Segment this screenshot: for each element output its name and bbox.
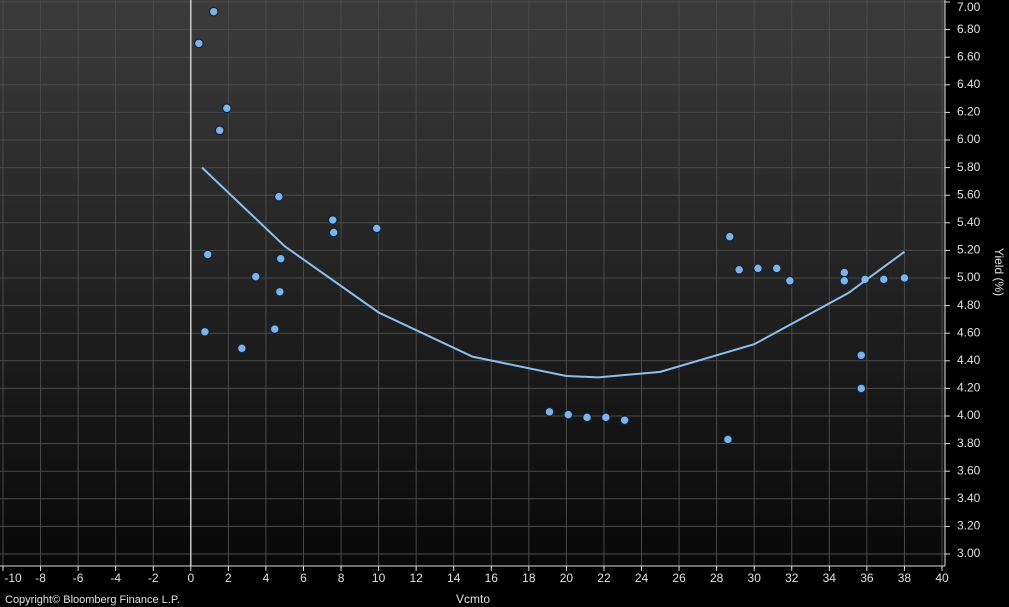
x-tick-label: 38 bbox=[898, 571, 912, 585]
point bbox=[274, 286, 285, 297]
fit-line bbox=[201, 166, 906, 379]
x-tick-label: 10 bbox=[372, 571, 386, 585]
point bbox=[784, 275, 795, 286]
point bbox=[724, 231, 735, 242]
y-tick-label: 5.80 bbox=[957, 160, 981, 174]
x-tick-label: 26 bbox=[672, 571, 686, 585]
x-axis-title: Vcmto bbox=[456, 592, 490, 606]
y-tick-label: 4.40 bbox=[957, 353, 981, 367]
point bbox=[275, 253, 286, 264]
point bbox=[771, 263, 782, 274]
x-tick-label: 28 bbox=[710, 571, 724, 585]
y-tick-label: 3.00 bbox=[957, 546, 981, 560]
point bbox=[734, 264, 745, 275]
x-tick-label: -10 bbox=[4, 571, 22, 585]
point bbox=[202, 249, 213, 260]
point bbox=[269, 324, 280, 334]
x-tick-label: -8 bbox=[35, 571, 46, 585]
point bbox=[839, 275, 850, 286]
point bbox=[600, 412, 611, 423]
x-tick-label: 12 bbox=[409, 571, 423, 585]
point bbox=[582, 412, 592, 423]
point bbox=[208, 6, 219, 17]
point bbox=[199, 326, 210, 337]
x-tick-label: -2 bbox=[148, 571, 159, 585]
x-tick-label: 6 bbox=[300, 571, 307, 585]
y-tick-label: 4.60 bbox=[957, 325, 981, 339]
y-tick-label: 6.20 bbox=[957, 105, 981, 119]
y-tick-label: 5.00 bbox=[957, 270, 981, 284]
y-tick-label: 4.00 bbox=[957, 408, 981, 422]
y-tick-label: 6.40 bbox=[957, 77, 981, 91]
x-tick-label: 30 bbox=[748, 571, 762, 585]
x-tick-label: 4 bbox=[263, 571, 270, 585]
y-tick-label: 3.80 bbox=[957, 436, 981, 450]
point bbox=[236, 343, 247, 354]
x-tick-label: 34 bbox=[823, 571, 837, 585]
point bbox=[839, 267, 850, 278]
point bbox=[563, 409, 574, 420]
y-tick-label: 7.00 bbox=[957, 0, 981, 14]
y-tick-label: 6.00 bbox=[957, 132, 981, 146]
x-tick-label: 0 bbox=[187, 571, 194, 585]
x-tick-label: 16 bbox=[485, 571, 499, 585]
x-tick-label: 40 bbox=[935, 571, 949, 585]
point bbox=[193, 38, 204, 49]
footer: Copyright© Bloomberg Finance L.P. bbox=[5, 594, 180, 606]
point bbox=[273, 191, 284, 202]
point bbox=[250, 271, 261, 282]
y-axis-title: Yield (%) bbox=[992, 248, 1006, 296]
point bbox=[899, 273, 910, 283]
x-tick-label: 18 bbox=[522, 571, 536, 585]
y-tick-label: 3.40 bbox=[957, 491, 981, 505]
y-tick-label: 4.20 bbox=[957, 381, 981, 395]
x-tick-label: 32 bbox=[785, 571, 799, 585]
x-tick-label: 24 bbox=[635, 571, 649, 585]
grid bbox=[0, 0, 945, 566]
point bbox=[856, 350, 867, 361]
point bbox=[878, 274, 889, 285]
x-tick-label: 22 bbox=[597, 571, 611, 585]
point bbox=[619, 415, 630, 426]
x-tick-label: 8 bbox=[338, 571, 345, 585]
point bbox=[544, 406, 555, 417]
y-tick-label: 6.80 bbox=[957, 22, 981, 36]
point bbox=[753, 263, 763, 274]
x-tick-label: 20 bbox=[560, 571, 574, 585]
y-tick-label: 5.60 bbox=[957, 187, 981, 201]
x-tick-label: -4 bbox=[110, 571, 121, 585]
point bbox=[221, 103, 232, 114]
x-tick-label: 2 bbox=[225, 571, 232, 585]
x-tick-label: 14 bbox=[447, 571, 461, 585]
y-tick-label: 5.20 bbox=[957, 243, 981, 257]
point bbox=[327, 215, 338, 225]
point bbox=[856, 383, 867, 394]
y-tick-label: 4.80 bbox=[957, 298, 981, 312]
x-tick-label: 36 bbox=[860, 571, 874, 585]
point bbox=[328, 227, 339, 238]
y-tick-label: 5.40 bbox=[957, 215, 981, 229]
y-tick-label: 6.60 bbox=[957, 49, 981, 63]
point bbox=[371, 223, 382, 234]
y-tick-label: 3.60 bbox=[957, 463, 981, 477]
y-tick-label: 3.20 bbox=[957, 519, 981, 533]
point bbox=[214, 125, 225, 136]
point bbox=[723, 434, 733, 445]
x-tick-label: -6 bbox=[73, 571, 84, 585]
